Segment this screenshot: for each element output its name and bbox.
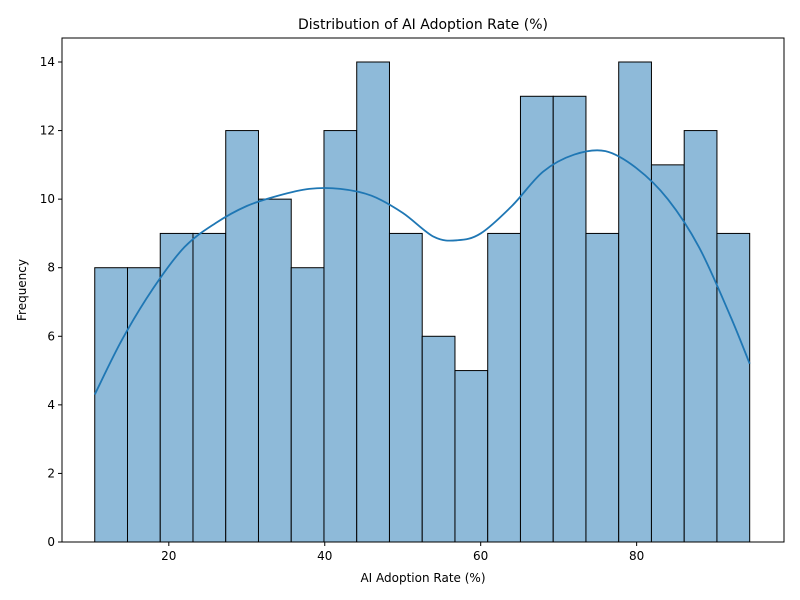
bars-group bbox=[94, 61, 751, 543]
histogram-bar bbox=[519, 95, 554, 543]
y-tick-label: 14 bbox=[40, 55, 55, 69]
kde-group bbox=[93, 149, 751, 395]
histogram-bar bbox=[618, 61, 652, 543]
histogram-bar bbox=[388, 232, 423, 543]
x-tick-label: 40 bbox=[317, 549, 332, 563]
plot-frame bbox=[61, 37, 785, 543]
histogram-bar bbox=[421, 335, 456, 543]
y-tick-label: 4 bbox=[47, 398, 55, 412]
y-tick-label: 10 bbox=[40, 192, 55, 206]
histogram-bar bbox=[716, 232, 751, 543]
kde-curve bbox=[93, 149, 751, 395]
histogram-bar bbox=[192, 232, 227, 543]
x-tick-label: 80 bbox=[629, 549, 644, 563]
y-axis-label: Frequency bbox=[15, 259, 29, 321]
histogram-bar bbox=[323, 130, 358, 543]
histogram-bar bbox=[487, 232, 521, 543]
histogram-bar bbox=[159, 232, 194, 543]
chart-title: Distribution of AI Adoption Rate (%) bbox=[298, 17, 548, 33]
histogram-bar bbox=[552, 95, 587, 543]
histogram-bar bbox=[683, 130, 718, 543]
histogram-bar bbox=[650, 164, 685, 543]
histogram-bar bbox=[94, 267, 128, 543]
histogram-bar bbox=[290, 267, 325, 543]
x-axis-label: AI Adoption Rate (%) bbox=[360, 571, 485, 585]
histogram-bar bbox=[257, 198, 292, 543]
x-tick-label: 60 bbox=[473, 549, 488, 563]
histogram-bar bbox=[225, 130, 259, 543]
x-axis-ticks: 20 40 60 80 bbox=[161, 542, 644, 563]
y-tick-label: 6 bbox=[47, 329, 55, 343]
histogram-bar bbox=[126, 267, 161, 543]
y-tick-label: 0 bbox=[47, 535, 55, 549]
histogram-bar bbox=[454, 370, 489, 543]
x-tick-label: 20 bbox=[161, 549, 176, 563]
y-tick-label: 8 bbox=[47, 261, 55, 275]
histogram-bar bbox=[585, 232, 620, 543]
y-axis-ticks: 0 2 4 6 8 10 12 14 bbox=[40, 55, 62, 549]
histogram-bar bbox=[356, 61, 390, 543]
y-tick-label: 12 bbox=[40, 124, 55, 138]
y-tick-label: 2 bbox=[47, 466, 55, 480]
